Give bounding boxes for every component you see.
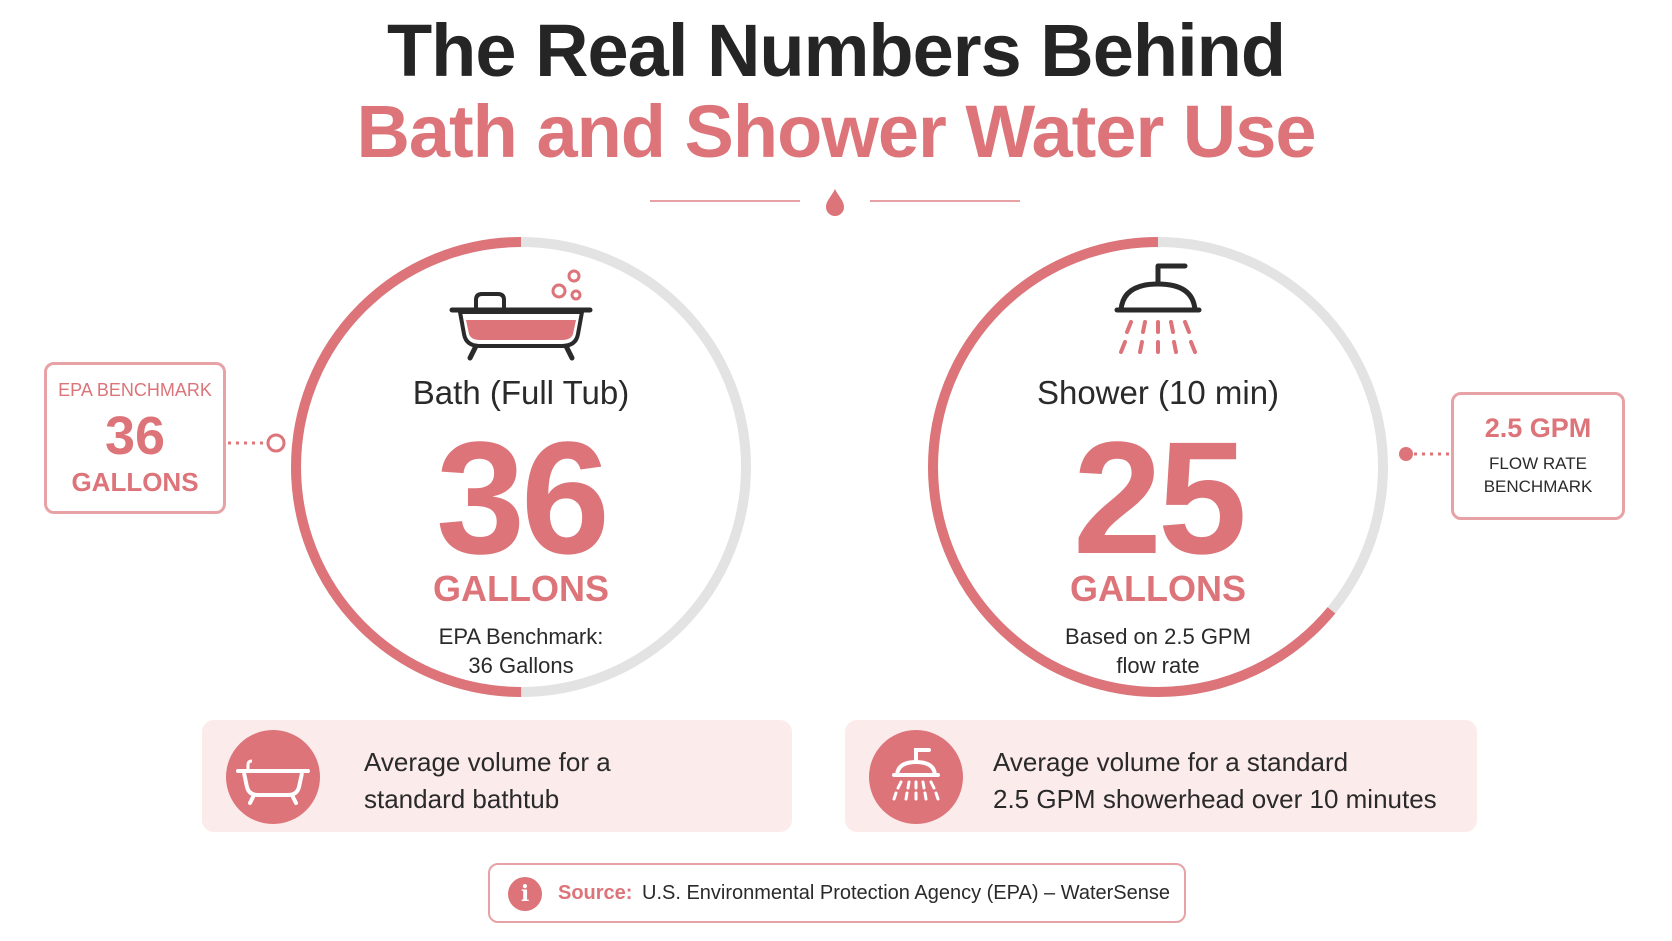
flow-rate-callout: 2.5 GPM FLOW RATE BENCHMARK bbox=[1451, 392, 1625, 520]
shower-info-card: Average volume for a standard 2.5 GPM sh… bbox=[845, 720, 1477, 832]
bath-dial: Bath (Full Tub) 36 GALLONS EPA Benchmark… bbox=[276, 222, 766, 712]
bath-unit: GALLONS bbox=[433, 568, 609, 609]
bath-note: EPA Benchmark: 36 Gallons bbox=[371, 622, 671, 680]
callout-right-connector bbox=[1399, 447, 1450, 461]
bathtub-icon bbox=[236, 759, 310, 805]
callout-right-line-2: BENCHMARK bbox=[1483, 477, 1593, 496]
shower-card-text: Average volume for a standard 2.5 GPM sh… bbox=[993, 744, 1473, 818]
bath-card-line-1: Average volume for a bbox=[364, 747, 611, 777]
callout-right-line-1: FLOW RATE bbox=[1489, 454, 1587, 473]
bath-card-text: Average volume for a standard bathtub bbox=[364, 744, 784, 818]
shower-note: Based on 2.5 GPM flow rate bbox=[1008, 622, 1308, 680]
shower-ring bbox=[928, 237, 1388, 697]
bathtub-icon bbox=[449, 269, 593, 361]
bath-note-line-2: 36 Gallons bbox=[468, 653, 574, 678]
water-drop-icon bbox=[826, 189, 844, 216]
callout-left-value: 36 bbox=[104, 406, 166, 466]
source-label: Source: bbox=[558, 882, 633, 904]
source-text: U.S. Environmental Protection Agency (EP… bbox=[642, 882, 1171, 904]
shower-card-badge bbox=[869, 730, 963, 824]
shower-label: Shower (10 min) bbox=[1036, 374, 1280, 411]
info-icon: i bbox=[508, 877, 542, 911]
shower-dial: Shower (10 min) 25 GALLONS Based on 2.5 … bbox=[913, 222, 1403, 712]
bath-progress-arc bbox=[291, 237, 751, 697]
bath-value: 36 bbox=[436, 408, 610, 587]
bath-card-line-2: standard bathtub bbox=[364, 784, 560, 814]
callout-right-caption: FLOW RATE BENCHMARK bbox=[1454, 452, 1622, 498]
bath-card-badge bbox=[226, 730, 320, 824]
title-line-1: The Real Numbers Behind bbox=[386, 9, 1286, 92]
shower-value: 25 bbox=[1073, 408, 1247, 587]
shower-note-line-2: flow rate bbox=[1116, 653, 1200, 678]
shower-note-line-1: Based on 2.5 GPM bbox=[1065, 624, 1251, 649]
showerhead-icon bbox=[1114, 263, 1202, 354]
bath-note-line-1: EPA Benchmark: bbox=[438, 624, 604, 649]
bath-info-card: Average volume for a standard bathtub bbox=[202, 720, 792, 832]
callout-left-connector bbox=[228, 433, 286, 453]
callout-left-unit: GALLONS bbox=[71, 467, 199, 497]
epa-benchmark-callout: EPA BENCHMARK 36 GALLONS bbox=[44, 362, 226, 514]
title-divider bbox=[650, 189, 1020, 216]
bath-ring bbox=[291, 237, 751, 697]
title-line-2: Bath and Shower Water Use bbox=[356, 90, 1316, 173]
bath-label: Bath (Full Tub) bbox=[412, 374, 630, 411]
shower-card-line-1: Average volume for a standard bbox=[993, 747, 1349, 777]
shower-card-line-2: 2.5 GPM showerhead over 10 minutes bbox=[993, 784, 1437, 814]
shower-progress-arc bbox=[928, 237, 1388, 697]
callout-left-heading: EPA BENCHMARK bbox=[58, 380, 212, 400]
callout-right-value: 2.5 GPM bbox=[1484, 413, 1592, 443]
source-box: i Source: U.S. Environmental Protection … bbox=[488, 863, 1186, 923]
showerhead-icon bbox=[892, 748, 940, 801]
shower-unit: GALLONS bbox=[1070, 568, 1246, 609]
